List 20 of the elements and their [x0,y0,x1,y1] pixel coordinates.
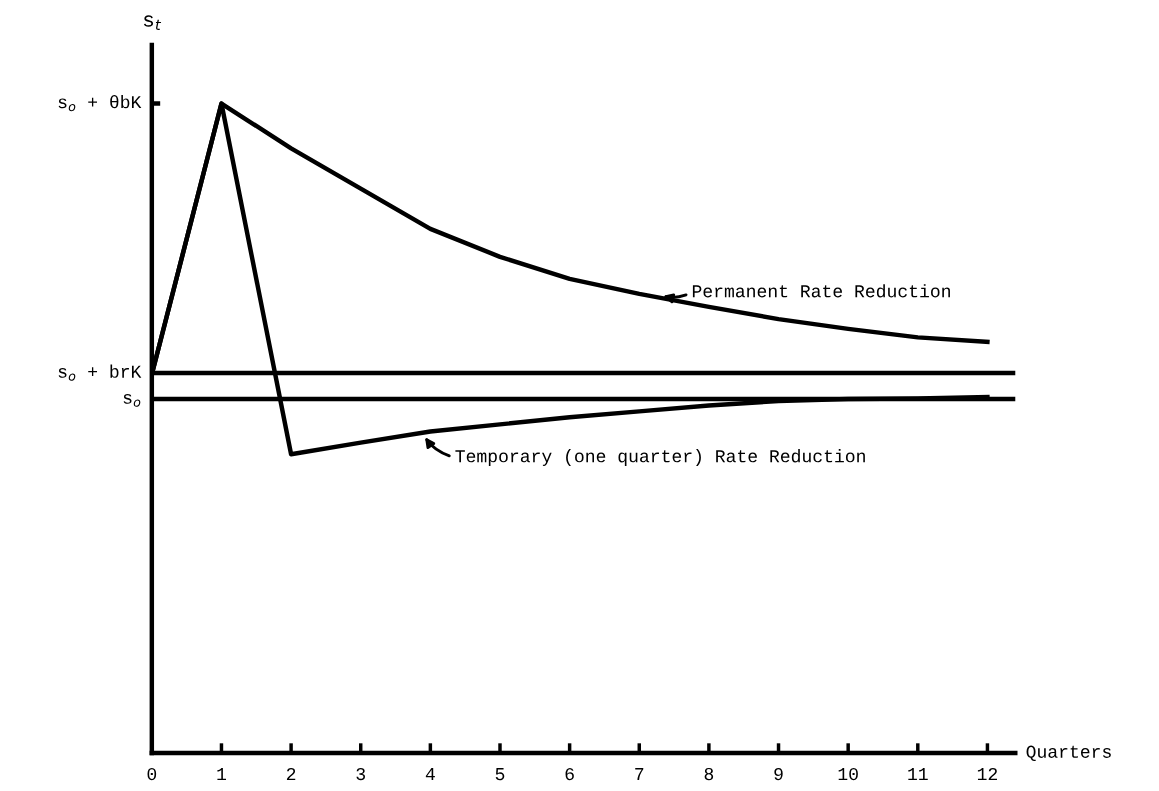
x-tick-label: 6 [565,767,574,781]
text: s$_{o}$ + θbK [58,95,142,112]
y-axis-title: s$_{t}$ [143,15,162,30]
x-tick-label: 10 [838,767,858,781]
x-tick-label: 3 [356,767,365,781]
x-tick-label: 2 [286,767,296,781]
x-tick-label: 7 [635,768,644,781]
annotation: Temporary (one quarter) Rate Reduction [455,449,865,466]
annotation: Permanent Rate Reduction [692,284,950,298]
x-tick-label: 5 [495,768,505,781]
x-tick-label: 0 [147,767,157,781]
ref-line-label: s$_{o}$ + brK [58,364,142,381]
x-tick-label: 8 [704,767,714,781]
x-axis-title: Quarters [1026,745,1111,762]
x-tick-label: 1 [217,768,227,781]
ref-line-label: s$_{o}$ [123,393,141,407]
x-tick-label: 4 [425,768,435,781]
x-tick-label: 9 [774,767,783,781]
x-tick-label: 12 [977,767,997,781]
x-tick-label: 11 [908,768,928,781]
